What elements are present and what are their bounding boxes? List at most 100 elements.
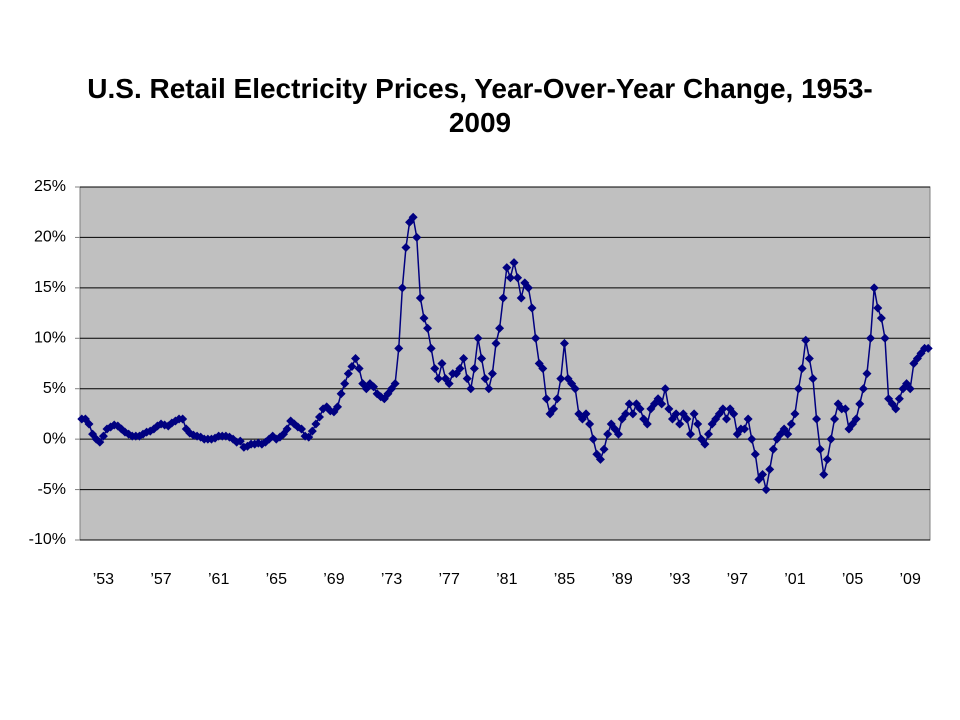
data-marker: [487, 369, 497, 379]
data-marker: [333, 402, 343, 412]
plot-area: [79, 186, 931, 541]
data-marker: [84, 419, 94, 429]
data-marker: [477, 353, 487, 363]
data-marker: [235, 436, 245, 446]
data-marker: [624, 399, 634, 409]
data-marker: [394, 343, 404, 353]
data-marker: [830, 414, 840, 424]
data-marker: [718, 404, 728, 414]
data-marker: [531, 333, 541, 343]
data-marker: [437, 359, 447, 368]
data-marker: [613, 429, 623, 439]
data-marker: [412, 232, 422, 242]
data-marker: [635, 404, 645, 414]
x-tick-label: ’73: [381, 571, 402, 588]
data-marker: [513, 273, 523, 283]
data-marker: [700, 439, 710, 449]
data-marker: [473, 333, 483, 343]
data-marker: [408, 212, 418, 222]
data-marker: [444, 379, 454, 389]
data-marker: [559, 338, 569, 348]
data-marker: [455, 364, 465, 374]
data-marker: [343, 369, 353, 379]
data-marker: [657, 399, 667, 409]
data-marker: [595, 454, 605, 464]
data-marker: [426, 343, 436, 353]
data-marker: [315, 412, 325, 422]
x-tick-label: ’61: [208, 571, 229, 588]
data-marker: [786, 419, 796, 429]
data-marker: [498, 293, 508, 303]
data-marker: [549, 404, 559, 414]
data-marker: [462, 374, 472, 384]
x-tick-label: ’97: [727, 571, 748, 588]
data-marker: [423, 323, 433, 333]
data-marker: [178, 414, 188, 424]
data-marker: [390, 379, 400, 389]
data-marker: [397, 283, 407, 293]
x-tick-label: ’69: [323, 571, 344, 588]
data-marker: [581, 409, 591, 419]
data-marker: [552, 394, 562, 404]
data-marker: [311, 419, 321, 429]
data-marker: [660, 384, 670, 394]
data-marker: [369, 382, 379, 392]
data-marker: [351, 353, 361, 363]
data-marker: [675, 419, 685, 429]
data-marker: [873, 303, 883, 313]
data-marker: [761, 485, 771, 495]
data-marker: [840, 404, 850, 414]
data-marker: [794, 384, 804, 394]
data-marker: [804, 353, 814, 363]
x-tick-label: ’01: [784, 571, 805, 588]
data-marker: [808, 374, 818, 384]
y-tick-label: 5%: [43, 380, 66, 397]
data-marker: [801, 335, 811, 345]
data-marker: [95, 437, 105, 447]
data-marker: [765, 464, 775, 474]
data-marker: [783, 429, 793, 439]
x-tick-label: ’65: [266, 571, 287, 588]
data-marker: [876, 313, 886, 323]
data-marker: [880, 333, 890, 343]
data-marker: [740, 424, 750, 434]
y-tick-label: -10%: [29, 531, 66, 548]
x-tick-label: ’85: [554, 571, 575, 588]
data-marker: [556, 374, 566, 384]
data-marker: [703, 429, 713, 439]
y-tick-label: 10%: [34, 330, 66, 347]
data-marker: [599, 444, 609, 454]
data-marker: [585, 419, 595, 429]
y-tick-label: -5%: [38, 481, 66, 498]
data-marker: [354, 364, 364, 374]
data-marker: [743, 414, 753, 424]
data-marker: [855, 399, 865, 409]
data-marker: [894, 394, 904, 404]
data-marker: [527, 303, 537, 313]
data-marker: [469, 364, 479, 374]
y-tick-label: 0%: [43, 430, 66, 447]
data-marker: [866, 333, 876, 343]
data-marker: [98, 431, 108, 441]
data-marker: [523, 283, 533, 293]
data-marker: [347, 362, 357, 372]
data-marker: [304, 432, 314, 442]
data-marker: [505, 273, 515, 283]
data-marker: [628, 409, 638, 419]
data-marker: [588, 434, 598, 444]
data-marker: [923, 343, 933, 353]
data-marker: [815, 444, 825, 454]
data-marker: [297, 424, 307, 434]
data-marker: [538, 364, 548, 374]
y-tick-label: 25%: [34, 178, 66, 195]
data-marker: [671, 409, 681, 419]
data-marker: [415, 293, 425, 303]
data-marker: [851, 414, 861, 424]
data-marker: [664, 404, 674, 414]
data-marker: [689, 409, 699, 419]
data-marker: [790, 409, 800, 419]
x-tick-label: ’77: [438, 571, 459, 588]
data-marker: [722, 414, 732, 424]
